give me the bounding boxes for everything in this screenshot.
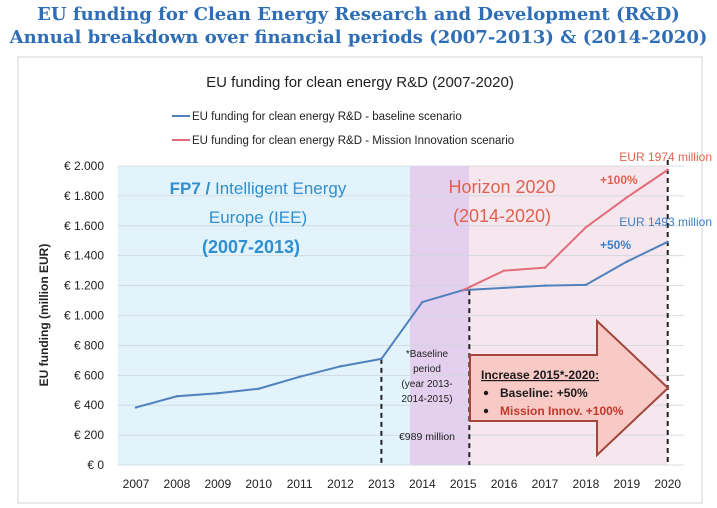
x-tick-label-10: 2017 — [532, 477, 559, 491]
series-0-point-10 — [543, 284, 547, 287]
series-0-point-4 — [298, 375, 301, 378]
series-1-point-5 — [666, 168, 669, 172]
fp7-label-line1: FP7 / Intelligent Energy — [170, 179, 347, 198]
series-0-point-2 — [216, 392, 219, 395]
series-0-point-6 — [380, 357, 383, 361]
baseline-end-value: EUR 1493 million — [619, 215, 712, 229]
series-line-1 — [462, 169, 669, 291]
baseline-note-line4: 2014-2015) — [401, 394, 452, 405]
series-0-point-1 — [175, 395, 179, 398]
increase-bullet-mission: Mission Innov. +100% — [500, 404, 624, 418]
series-0-point-9 — [502, 286, 506, 290]
series-0-point-11 — [584, 283, 588, 287]
y-tick-label-4: € 800 — [74, 338, 104, 352]
y-tick-label-9: € 1.800 — [64, 189, 104, 203]
increase-arrow — [469, 318, 670, 458]
h2020-label-line2: (2014-2020) — [453, 206, 551, 226]
y-axis-label: EU funding (million EUR) — [37, 244, 51, 387]
series-1-point-0 — [462, 288, 465, 292]
y-tick-label-1: € 200 — [74, 428, 104, 442]
series-1-point-4 — [625, 196, 628, 199]
page-title-line1: EU funding for Clean Energy Research and… — [37, 4, 680, 25]
x-tick-label-4: 2011 — [287, 477, 313, 491]
x-tick-label-0: 2007 — [123, 477, 150, 491]
baseline-note-line2: period — [413, 364, 441, 375]
x-tick-label-6: 2013 — [368, 477, 395, 491]
x-tick-label-13: 2020 — [654, 477, 681, 491]
y-tick-label-3: € 600 — [74, 368, 104, 382]
fp7-label-line2: Europe (IEE) — [209, 208, 307, 227]
x-tick-label-3: 2010 — [245, 477, 272, 491]
y-tick-label-2: € 400 — [74, 398, 104, 412]
y-tick-label-6: € 1.200 — [64, 279, 104, 293]
chart-title: EU funding for clean energy R&D (2007-20… — [206, 74, 514, 91]
x-tick-label-9: 2016 — [491, 477, 518, 491]
legend-label-1: EU funding for clean energy R&D - Missio… — [192, 135, 514, 147]
y-tick-label-0: € 0 — [87, 458, 104, 472]
y-tick-label-10: € 2.000 — [64, 159, 104, 173]
x-tick-label-5: 2012 — [327, 477, 354, 491]
increase-bullet-baseline: Baseline: +50% — [500, 386, 588, 400]
x-tick-label-2: 2009 — [204, 477, 231, 491]
bullet-dot-1 — [483, 390, 489, 396]
page-title-line2: Annual breakdown over financial periods … — [9, 27, 708, 48]
baseline-note-line1: *Baseline — [406, 349, 449, 360]
series-1-point-2 — [543, 266, 547, 269]
x-tick-label-11: 2018 — [573, 477, 600, 491]
y-tick-label-8: € 1.600 — [64, 219, 104, 233]
mission-end-value: EUR 1974 million — [619, 150, 712, 164]
x-tick-label-1: 2008 — [164, 477, 191, 491]
fp7-label-part-a: FP7 / — [170, 179, 215, 198]
series-0-point-12 — [625, 260, 628, 263]
baseline-note-amount: €989 million — [399, 431, 455, 443]
mission-end-pct: +100% — [600, 173, 638, 187]
series-0-point-5 — [339, 365, 342, 368]
series-0-point-7 — [421, 300, 424, 304]
legend-label-0: EU funding for clean energy R&D - baseli… — [192, 111, 462, 123]
series-1-point-1 — [502, 269, 506, 272]
x-tick-label-7: 2014 — [409, 477, 436, 491]
y-tick-label-7: € 1.400 — [64, 249, 104, 263]
fp7-label-part-b: Intelligent Energy — [215, 179, 347, 198]
x-tick-label-8: 2015 — [450, 477, 477, 491]
bullet-dot-2 — [483, 408, 489, 414]
y-tick-label-5: € 1.000 — [64, 309, 104, 323]
baseline-note-line3: (year 2013- — [401, 379, 452, 390]
series-0-point-13 — [666, 240, 669, 243]
series-0-point-3 — [257, 387, 260, 390]
x-tick-label-12: 2019 — [613, 477, 640, 491]
fp7-label-line3: (2007-2013) — [202, 237, 300, 257]
increase-box-title: Increase 2015*-2020: — [481, 368, 599, 382]
series-0-point-0 — [134, 406, 138, 409]
h2020-label-line1: Horizon 2020 — [448, 177, 555, 197]
baseline-end-pct: +50% — [600, 238, 631, 252]
series-line-0 — [135, 240, 669, 409]
series-1-point-3 — [584, 226, 588, 229]
